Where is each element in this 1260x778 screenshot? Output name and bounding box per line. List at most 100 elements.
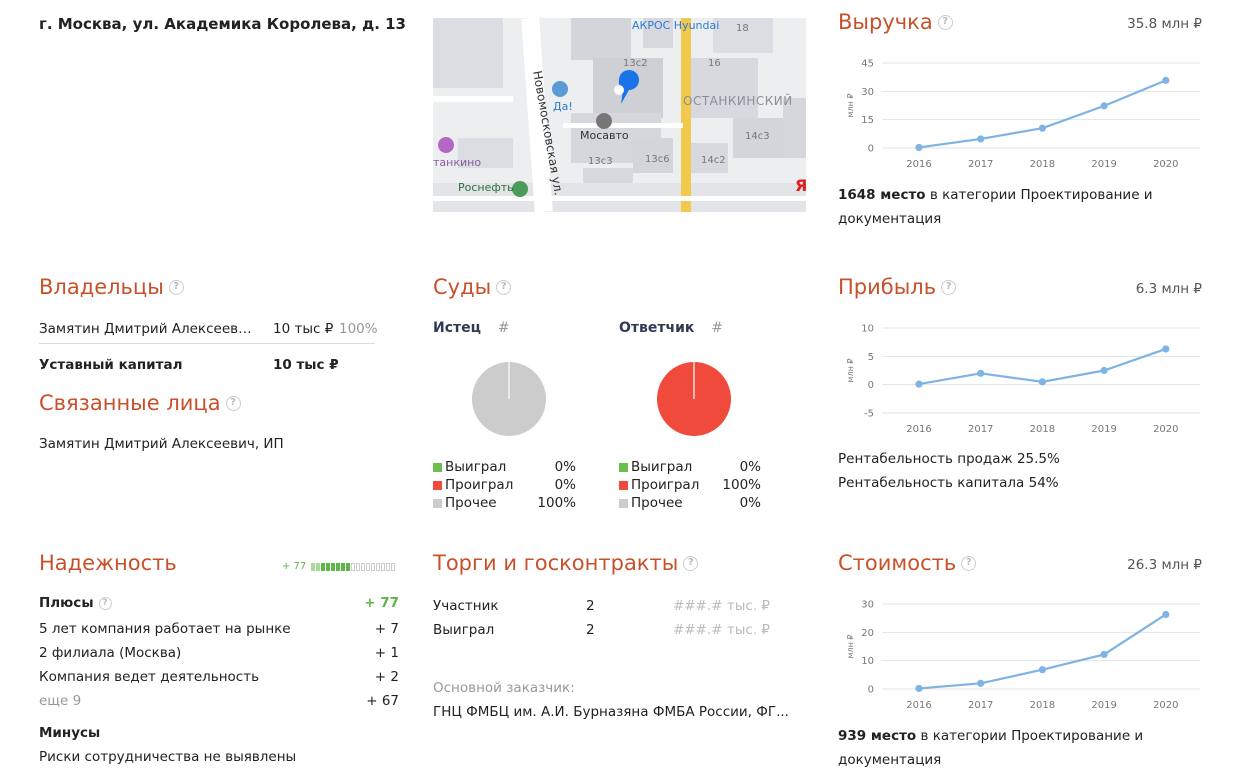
help-icon[interactable]: ? bbox=[225, 395, 241, 411]
plus-item-value: + 1 bbox=[374, 645, 399, 661]
y-tick-label: 45 bbox=[861, 59, 874, 70]
map-label-16: 16 bbox=[708, 58, 721, 69]
meter-segment bbox=[346, 562, 351, 571]
defendant-lost-row: Проиграл 100% bbox=[619, 477, 761, 493]
data-point bbox=[1038, 124, 1046, 132]
margin-sales: Рентабельность продаж 25.5% bbox=[838, 451, 1060, 467]
help-icon[interactable]: ? bbox=[168, 279, 184, 295]
customer-name[interactable]: ГНЦ ФМБЦ им. А.И. Бурназяна ФМБА России,… bbox=[433, 704, 789, 720]
owner-amount: 10 тыс ₽ bbox=[273, 321, 334, 337]
tender-row-count: 2 bbox=[586, 622, 595, 638]
y-tick-label: 0 bbox=[868, 144, 874, 155]
map-label-rosneft: Роснефть bbox=[458, 181, 514, 194]
plaintiff-label: Истец # bbox=[433, 320, 510, 336]
help-icon[interactable]: ? bbox=[961, 555, 977, 571]
x-tick-label: 2016 bbox=[906, 159, 931, 170]
defendant-won-row: Выиграл 0% bbox=[619, 459, 761, 475]
other-pct: 100% bbox=[537, 495, 576, 511]
y-tick-label: 30 bbox=[861, 87, 874, 98]
value-rank: 939 место в категории Проектирование и bbox=[838, 728, 1143, 744]
revenue-chart: 0 15 30 45 млн ₽ 2016 2017 2018 2019 2020 bbox=[846, 59, 1200, 170]
other-swatch bbox=[433, 498, 442, 508]
map-label-13c2: 13с2 bbox=[623, 58, 648, 69]
x-tick-label: 2018 bbox=[1030, 700, 1055, 711]
x-tick-label: 2017 bbox=[968, 700, 993, 711]
series-line bbox=[918, 613, 1167, 690]
map-canvas bbox=[433, 18, 806, 212]
value-title: Стоимость? bbox=[838, 551, 977, 575]
owner-name[interactable]: Замятин Дмитрий Алексеев… bbox=[39, 321, 252, 337]
defendant-label: Ответчик # bbox=[619, 320, 724, 336]
help-icon[interactable]: ? bbox=[683, 555, 699, 571]
help-icon[interactable]: ? bbox=[937, 14, 953, 30]
profit-total: 6.3 млн ₽ bbox=[1135, 281, 1202, 297]
x-tick-label: 2019 bbox=[1091, 424, 1116, 435]
x-tick-label: 2016 bbox=[906, 424, 931, 435]
value-chart: 0 10 20 30 млн ₽ 2016 2017 2018 2019 2020 bbox=[846, 600, 1200, 711]
y-tick-label: 5 bbox=[868, 352, 874, 363]
x-tick-label: 2017 bbox=[968, 424, 993, 435]
won-label: Выиграл bbox=[445, 459, 507, 475]
meter-segment bbox=[391, 562, 396, 571]
company-address: г. Москва, ул. Академика Королева, д. 13 bbox=[39, 15, 406, 33]
minus-title: Минусы bbox=[39, 725, 101, 741]
data-point bbox=[1100, 650, 1108, 659]
data-point bbox=[977, 679, 985, 687]
meter-segment bbox=[356, 562, 361, 571]
data-point bbox=[1100, 366, 1108, 375]
reliability-meter[interactable]: + 77 bbox=[282, 561, 396, 572]
revenue-rank-category: в категории Проектирование и bbox=[925, 187, 1153, 203]
minus-text: Риски сотрудничества не выявлены bbox=[39, 749, 297, 765]
reliability-score: + 77 bbox=[282, 561, 307, 572]
map-label-18: 18 bbox=[736, 23, 749, 34]
won-label: Выиграл bbox=[631, 459, 693, 475]
value-total: 26.3 млн ₽ bbox=[1127, 557, 1202, 573]
help-icon[interactable]: ? bbox=[98, 596, 112, 610]
y-tick-label: -5 bbox=[864, 409, 874, 420]
x-tick-label: 2018 bbox=[1030, 424, 1055, 435]
data-point bbox=[977, 369, 985, 377]
meter-segment bbox=[366, 562, 371, 571]
related-item[interactable]: Замятин Дмитрий Алексеевич, ИП bbox=[39, 436, 284, 452]
map-label-da: Да! bbox=[553, 100, 573, 113]
lost-swatch bbox=[619, 480, 628, 490]
plus-title: Плюсы? bbox=[39, 595, 112, 611]
map-label-14c2: 14с2 bbox=[701, 155, 726, 166]
defendant-other-row: Прочее 0% bbox=[619, 495, 761, 511]
owner-share: 100% bbox=[339, 321, 378, 337]
map-label-brand: АКРОС Hyundai bbox=[632, 19, 720, 32]
y-axis-label: млн ₽ bbox=[846, 634, 855, 658]
more-value: + 67 bbox=[366, 693, 399, 709]
y-tick-label: 0 bbox=[868, 380, 874, 391]
reliability-title: Надежность bbox=[39, 551, 177, 575]
help-icon[interactable]: ? bbox=[496, 279, 512, 295]
more-link[interactable]: еще 9 bbox=[39, 693, 82, 709]
meter-segment bbox=[371, 562, 376, 571]
plaintiff-won-row: Выиграл 0% bbox=[433, 459, 576, 475]
meter-segment bbox=[381, 562, 386, 571]
tenders-title: Торги и госконтракты? bbox=[433, 551, 699, 575]
lost-label: Проиграл bbox=[631, 477, 700, 493]
meter-segment bbox=[361, 562, 366, 571]
plus-item-value: + 2 bbox=[374, 669, 399, 685]
help-icon[interactable]: ? bbox=[941, 279, 957, 295]
defendant-hash: # bbox=[711, 320, 724, 336]
meter-segment bbox=[326, 562, 331, 571]
map-label-13c6: 13с6 bbox=[645, 154, 670, 165]
x-tick-label: 2019 bbox=[1091, 700, 1116, 711]
meter-segment bbox=[341, 562, 346, 571]
x-tick-label: 2020 bbox=[1153, 700, 1178, 711]
y-tick-label: 30 bbox=[861, 600, 874, 611]
x-tick-label: 2020 bbox=[1153, 159, 1178, 170]
location-map[interactable]: АКРОС Hyundai 18 13с2 16 Новомосковская … bbox=[433, 18, 806, 212]
plaintiff-hash: # bbox=[497, 320, 510, 336]
meter-segment bbox=[321, 562, 326, 571]
meter-segment bbox=[336, 562, 341, 571]
map-label-14c3: 14с3 bbox=[745, 131, 770, 142]
other-pct: 0% bbox=[739, 495, 761, 511]
value-rank-category: в категории Проектирование и bbox=[916, 728, 1144, 744]
data-point bbox=[1162, 610, 1170, 619]
series-line bbox=[918, 79, 1167, 149]
map-label-13c3: 13с3 bbox=[588, 156, 613, 167]
x-tick-label: 2020 bbox=[1153, 424, 1178, 435]
